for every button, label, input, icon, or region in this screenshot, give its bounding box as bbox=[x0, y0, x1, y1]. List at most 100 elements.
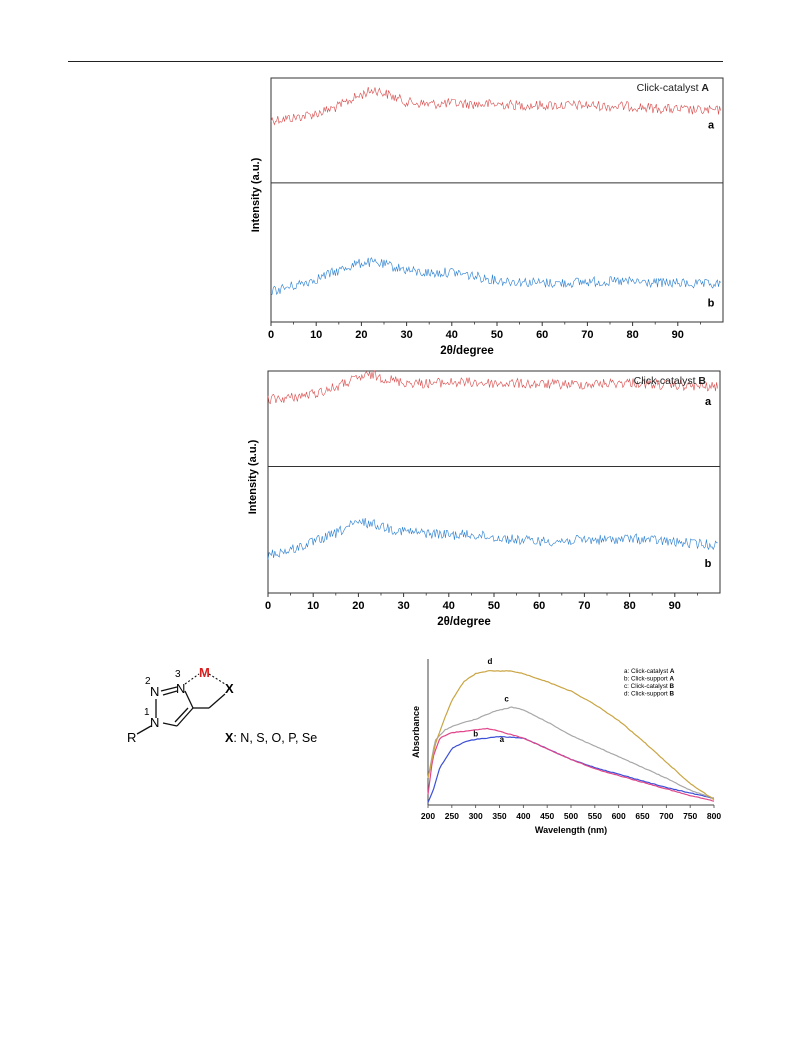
x-definition-list: : N, S, O, P, Se bbox=[233, 731, 317, 745]
xrd-tick-label-0: 0 bbox=[265, 600, 271, 612]
uv-tick-label-800: 800 bbox=[707, 811, 721, 821]
x-definition: X: N, S, O, P, Se bbox=[225, 731, 317, 745]
xrd-title-letter: B bbox=[698, 375, 706, 387]
r-group: R bbox=[127, 730, 136, 745]
xrd-series-b-line bbox=[267, 517, 718, 560]
dative-n3-m bbox=[184, 673, 200, 685]
xrd-title: Click-catalyst B bbox=[634, 375, 707, 387]
uv-legend-entry: b: Click-support A bbox=[624, 676, 675, 683]
xrd-tick-label-70: 70 bbox=[581, 329, 593, 341]
xrd-tick-label-10: 10 bbox=[310, 329, 322, 341]
page-top-rule bbox=[68, 61, 723, 62]
xrd-title-text: Click-catalyst bbox=[634, 375, 699, 387]
x-definition-symbol: X bbox=[225, 731, 234, 745]
xrd-series-a-label: a bbox=[705, 396, 712, 408]
xrd-tick-label-30: 30 bbox=[397, 600, 409, 612]
metal-atom: M bbox=[199, 665, 210, 680]
uv-tick-label-400: 400 bbox=[516, 811, 530, 821]
bond-n1-r bbox=[136, 725, 152, 735]
bond-c5-n1 bbox=[162, 722, 178, 727]
uv-series-d-label: d bbox=[488, 657, 493, 666]
uv-series-c-line bbox=[427, 706, 715, 800]
uv-legend-entry: a: Click-catalyst A bbox=[624, 668, 675, 675]
uv-legend-entry-text: d: Click-support bbox=[624, 691, 670, 698]
uv-legend-entry: d: Click-support B bbox=[624, 691, 675, 698]
xrd-tick-label-40: 40 bbox=[443, 600, 455, 612]
uv-tick-label-500: 500 bbox=[564, 811, 578, 821]
atom-n2: N bbox=[150, 684, 159, 699]
xrd-tick-label-50: 50 bbox=[491, 329, 503, 341]
uv-legend-entry-text: b: Click-support bbox=[624, 676, 670, 683]
xrd-tick-label-60: 60 bbox=[536, 329, 548, 341]
xrd-title-letter: A bbox=[701, 82, 709, 94]
uv-legend-entry-letter: B bbox=[669, 683, 674, 690]
uv-legend-entry-letter: A bbox=[670, 668, 675, 675]
uv-tick-label-600: 600 bbox=[612, 811, 626, 821]
uv-series-b-label: b bbox=[473, 730, 478, 739]
xrd-series-b-label: b bbox=[705, 558, 712, 570]
xrd-tick-label-70: 70 bbox=[578, 600, 590, 612]
uv-x-axis-title: Wavelength (nm) bbox=[535, 825, 607, 835]
bond-c4-c5-double bbox=[174, 707, 189, 723]
xrd-y-axis-title: Intensity (a.u.) bbox=[250, 157, 262, 232]
xrd-tick-label-90: 90 bbox=[669, 600, 681, 612]
xrd-tick-label-0: 0 bbox=[268, 329, 274, 341]
uv-tick-label-550: 550 bbox=[588, 811, 602, 821]
xrd-tick-label-80: 80 bbox=[626, 329, 638, 341]
xrd-series-a-label: a bbox=[708, 120, 715, 132]
xrd-series-b-label: b bbox=[708, 297, 715, 309]
uv-tick-label-750: 750 bbox=[683, 811, 697, 821]
uv-legend-entry-text: c: Click-catalyst bbox=[624, 683, 669, 690]
uv-tick-label-650: 650 bbox=[635, 811, 649, 821]
uv-legend-entry-letter: A bbox=[670, 676, 675, 683]
atom-n3: N bbox=[176, 681, 185, 696]
xrd-plot-frame bbox=[270, 77, 724, 323]
xrd-title-text: Click-catalyst bbox=[637, 82, 702, 94]
uv-legend-entry-text: a: Click-catalyst bbox=[624, 668, 670, 675]
xrd-x-axis-title: 2θ/degree bbox=[440, 345, 494, 357]
bond-n2-n3 bbox=[160, 686, 178, 692]
xrd-tick-label-40: 40 bbox=[446, 329, 458, 341]
uv-y-axis-title: Absorbance bbox=[411, 706, 421, 758]
xrd-series-a-line bbox=[270, 86, 721, 126]
bond-c4-c5 bbox=[176, 707, 194, 727]
xrd-series-a-line bbox=[267, 370, 718, 405]
xrd-chart-catalyst-b: a b Click-catalyst B 0 10 20 30 40 50 60 70 80 90 2θ/… bbox=[247, 370, 721, 628]
xrd-chart-catalyst-a: a b Click-catalyst A 0 10 20 30 40 50 60 70 80 90 2θ/… bbox=[250, 77, 724, 357]
xrd-tick-label-10: 10 bbox=[307, 600, 319, 612]
xrd-tick-label-80: 80 bbox=[623, 600, 635, 612]
locant-1: 1 bbox=[144, 707, 150, 718]
uv-series-d-line bbox=[427, 670, 715, 801]
locant-3: 3 bbox=[175, 669, 181, 680]
uv-series-a-line bbox=[427, 735, 715, 803]
x-atom: X bbox=[225, 681, 234, 696]
uv-tick-label-450: 450 bbox=[540, 811, 554, 821]
xrd-tick-label-90: 90 bbox=[672, 329, 684, 341]
uv-tick-label-200: 200 bbox=[421, 811, 435, 821]
uv-vis-chart: a b c d 200 250 300 350 400 450 500 550 600 650 700 750… bbox=[411, 657, 721, 835]
uv-series-b-line bbox=[427, 727, 715, 802]
uv-legend-entry: c: Click-catalyst B bbox=[624, 683, 674, 690]
xrd-tick-label-50: 50 bbox=[488, 600, 500, 612]
xrd-plot-frame bbox=[267, 370, 721, 594]
xrd-tick-label-20: 20 bbox=[352, 600, 364, 612]
xrd-tick-label-60: 60 bbox=[533, 600, 545, 612]
dative-m-x bbox=[208, 673, 226, 685]
locant-2: 2 bbox=[145, 676, 151, 687]
xrd-x-axis-title: 2θ/degree bbox=[437, 616, 491, 628]
triazole-structure: N N N 1 2 3 M R X X: N, S, O, P, Se bbox=[127, 665, 317, 745]
xrd-title: Click-catalyst A bbox=[637, 82, 710, 94]
uv-series-c-label: c bbox=[504, 694, 509, 703]
uv-tick-label-350: 350 bbox=[492, 811, 506, 821]
uv-legend-entry-letter: B bbox=[670, 691, 675, 698]
xrd-y-axis-title: Intensity (a.u.) bbox=[247, 439, 259, 514]
xrd-series-b-line bbox=[270, 257, 721, 296]
bond-ch2-x bbox=[208, 693, 226, 709]
uv-tick-label-300: 300 bbox=[469, 811, 483, 821]
uv-tick-label-250: 250 bbox=[445, 811, 459, 821]
xrd-tick-label-20: 20 bbox=[355, 329, 367, 341]
uv-series-a-label: a bbox=[500, 735, 505, 744]
xrd-tick-label-30: 30 bbox=[400, 329, 412, 341]
uv-tick-label-700: 700 bbox=[659, 811, 673, 821]
bond-n3-c4 bbox=[184, 690, 194, 709]
